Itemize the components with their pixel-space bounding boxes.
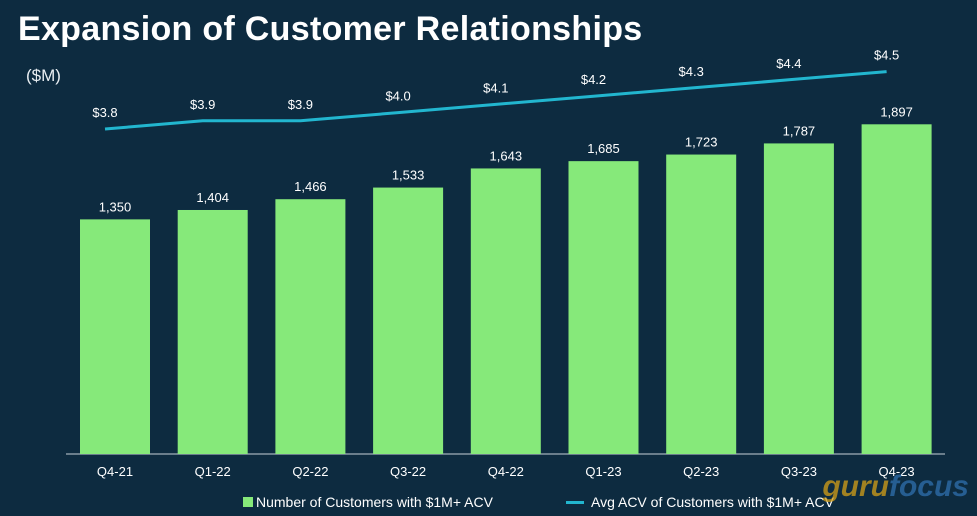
x-tick-label: Q2-22 (292, 464, 328, 479)
x-tick-label: Q2-23 (683, 464, 719, 479)
x-tick-label: Q1-23 (585, 464, 621, 479)
x-tick-label: Q4-22 (488, 464, 524, 479)
line-value-label: $3.8 (92, 105, 117, 120)
bar-q2-22 (275, 199, 346, 454)
legend-line-swatch (566, 500, 584, 504)
line-value-label: $4.3 (679, 64, 704, 79)
bar-value-label: 1,685 (587, 141, 620, 156)
gurufocus-watermark: gurufocus (822, 470, 969, 504)
x-tick-label: Q4-21 (97, 464, 133, 479)
watermark-part1: guru (822, 470, 889, 503)
bar-q4-22 (470, 168, 541, 454)
legend-bar-label: Number of Customers with $1M+ ACV (256, 494, 493, 510)
line-value-label: $3.9 (288, 97, 313, 112)
x-tick-label: Q4-23 (879, 464, 915, 479)
line-value-label: $4.4 (776, 56, 801, 71)
bar-value-label: 1,643 (490, 148, 523, 163)
bar-value-label: 1,787 (783, 123, 816, 138)
bar-q4-21 (80, 219, 150, 454)
legend-bar-swatch (243, 497, 253, 508)
legend-line-label: Avg ACV of Customers with $1M+ ACV (591, 494, 834, 510)
watermark-part2: focus (888, 470, 969, 503)
line-value-label: $4.0 (385, 89, 410, 104)
bar-q1-23 (568, 161, 639, 454)
x-tick-label: Q1-22 (195, 464, 231, 479)
bar-q3-23 (763, 143, 834, 454)
bar-value-label: 1,466 (294, 179, 327, 194)
x-tick-label: Q3-23 (781, 464, 817, 479)
page-title: Expansion of Customer Relationships (18, 10, 643, 48)
legend-item-customers: Number of Customers with $1M+ ACV (243, 494, 493, 510)
bar-value-label: 1,404 (196, 190, 229, 205)
line-value-label: $4.1 (483, 80, 508, 95)
bar-q3-22 (373, 187, 444, 454)
legend-item-avg-acv: Avg ACV of Customers with $1M+ ACV (566, 494, 834, 510)
unit-label: ($M) (26, 66, 61, 85)
line-value-label: $3.9 (190, 97, 215, 112)
x-tick-label: Q3-22 (390, 464, 426, 479)
bar-value-label: 1,533 (392, 168, 425, 183)
bar-value-label: 1,723 (685, 135, 718, 150)
line-value-label: $4.5 (874, 48, 899, 63)
avg-acv-line (104, 70, 887, 131)
bar-q4-23 (861, 124, 932, 455)
bar-value-label: 1,350 (99, 199, 132, 214)
bar-q2-23 (666, 154, 737, 454)
bar-value-label: 1,897 (880, 104, 913, 119)
bar-q1-22 (177, 209, 248, 454)
line-value-label: $4.2 (581, 72, 606, 87)
